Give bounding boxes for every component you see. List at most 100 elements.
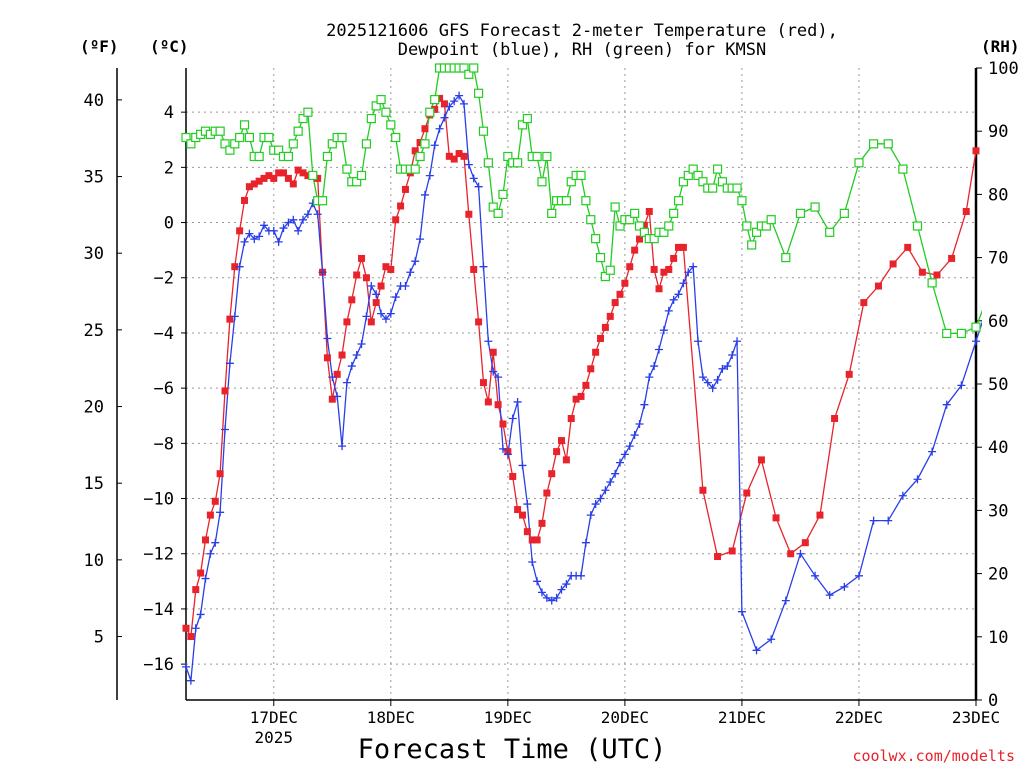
dewpoint-point: [489, 367, 498, 376]
temperature-point: [216, 470, 224, 478]
dewpoint-point: [255, 232, 264, 241]
fahrenheit-tick-label: 5: [94, 628, 104, 648]
dewpoint-point: [620, 450, 629, 459]
rh-tick-label: 70: [988, 249, 1008, 269]
rh-point: [761, 221, 771, 231]
rh-point: [751, 227, 762, 237]
dewpoint-point: [650, 362, 659, 371]
dewpoint-point: [484, 337, 493, 346]
rh-point: [342, 164, 352, 174]
temperature-point: [401, 185, 409, 193]
temperature-point: [679, 243, 687, 251]
dewpoint-point: [928, 447, 937, 456]
x-tick-label: 19DEC: [484, 708, 532, 727]
dewpoint-point: [796, 549, 805, 558]
rh-point: [498, 189, 508, 199]
temperature-point: [460, 152, 468, 160]
temperature-point: [377, 282, 385, 290]
temperature-point: [236, 227, 244, 235]
dewpoint-point: [479, 262, 488, 271]
temperature-point: [548, 470, 556, 478]
rh-point: [517, 120, 528, 130]
dewpoint-point: [235, 262, 244, 271]
rh-point: [493, 208, 503, 218]
dewpoint-point: [781, 596, 790, 605]
dewpoint-point: [737, 607, 746, 616]
temperature-point: [523, 528, 531, 536]
rh-point: [220, 139, 230, 149]
dewpoint-point: [733, 337, 742, 346]
rh-point: [522, 113, 532, 124]
rh-point: [298, 113, 308, 124]
dewpoint-point: [957, 381, 966, 390]
dewpoint-point: [381, 315, 390, 324]
rh-point: [327, 139, 337, 149]
temperature-point: [416, 139, 424, 147]
dewpoint-point: [406, 268, 415, 277]
temperature-point: [479, 379, 487, 387]
fahrenheit-tick-label: 35: [84, 168, 104, 188]
dewpoint-point: [542, 593, 551, 602]
rh-point: [303, 107, 313, 117]
rh-point: [488, 202, 498, 212]
dewpoint-point: [284, 218, 293, 227]
temperature-point: [362, 274, 370, 282]
rh-point: [420, 139, 430, 149]
dewpoint-point: [562, 580, 571, 589]
temperature-point: [962, 208, 970, 216]
rh-point: [956, 328, 966, 339]
dewpoint-point: [186, 676, 195, 685]
x-tick-label: 17DEC: [250, 708, 298, 727]
temperature-point: [489, 348, 497, 356]
dewpoint-point: [313, 210, 322, 219]
rh-point: [664, 221, 674, 231]
dewpoint-point: [455, 91, 464, 100]
temperature-point: [831, 414, 839, 422]
dewpoint-point: [435, 124, 444, 133]
temperature-point: [231, 263, 239, 271]
fahrenheit-tick-label: 25: [84, 321, 104, 341]
temperature-point: [626, 263, 634, 271]
dewpoint-point: [464, 160, 473, 169]
dewpoint-point: [294, 226, 303, 235]
temperature-point: [455, 150, 463, 158]
dewpoint-point: [518, 461, 527, 470]
temperature-point: [606, 312, 614, 320]
dewpoint-point: [445, 102, 454, 111]
dewpoint-point: [942, 400, 951, 409]
dewpoint-point: [669, 295, 678, 304]
dewpoint-point: [498, 444, 507, 453]
temperature-point: [221, 387, 229, 395]
temperature-point: [382, 263, 390, 271]
dewpoint-point: [269, 226, 278, 235]
rh-point: [1001, 228, 1009, 236]
temperature-point: [226, 315, 234, 323]
celsius-tick-label: −12: [143, 545, 174, 565]
rh-point: [659, 227, 669, 237]
temperature-point: [933, 271, 941, 279]
dewpoint-point: [367, 282, 376, 291]
dewpoint-point: [333, 392, 342, 401]
rh-point: [868, 139, 879, 149]
temperature-point: [597, 334, 605, 342]
temperature-point: [757, 456, 765, 464]
temperature-point: [187, 633, 195, 641]
temperature-point: [392, 216, 400, 224]
rh-tick-label: 0: [988, 691, 998, 711]
temperature-point: [280, 169, 288, 177]
rh-point: [912, 221, 923, 231]
temperature-point: [592, 348, 600, 356]
dewpoint-point: [494, 373, 503, 382]
rh-point: [283, 151, 294, 162]
temperature-point: [553, 448, 561, 456]
temperature-point: [743, 489, 751, 497]
rh-point: [386, 120, 396, 130]
dewpoint-point: [630, 431, 639, 440]
rh-point: [586, 215, 596, 225]
rh-point: [293, 126, 303, 136]
dewpoint-point: [884, 516, 893, 525]
dewpoint-point: [972, 337, 980, 346]
rh-point: [747, 240, 757, 250]
temperature-point: [436, 94, 444, 102]
rh-point: [532, 151, 542, 162]
